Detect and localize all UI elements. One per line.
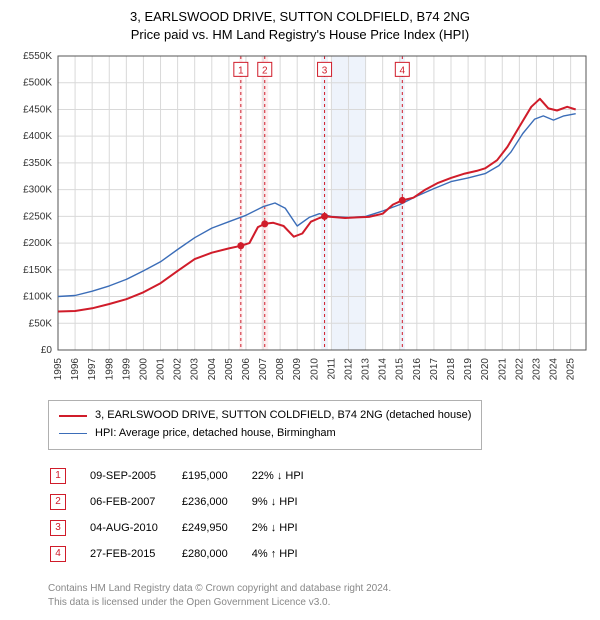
svg-text:1999: 1999 xyxy=(121,358,132,381)
svg-text:£200K: £200K xyxy=(23,238,52,249)
svg-text:2003: 2003 xyxy=(190,358,201,381)
svg-text:2005: 2005 xyxy=(224,358,235,381)
svg-text:2: 2 xyxy=(262,66,268,77)
legend-item-1: 3, EARLSWOOD DRIVE, SUTTON COLDFIELD, B7… xyxy=(59,407,471,425)
svg-text:£300K: £300K xyxy=(23,185,52,196)
sale-delta: 9% ↓ HPI xyxy=(252,490,326,514)
svg-text:2024: 2024 xyxy=(549,358,560,381)
svg-text:2021: 2021 xyxy=(497,358,508,381)
footer-line1: Contains HM Land Registry data © Crown c… xyxy=(48,582,592,596)
sale-date: 04-AUG-2010 xyxy=(90,516,180,540)
svg-text:2011: 2011 xyxy=(326,358,337,380)
svg-text:3: 3 xyxy=(322,66,328,77)
svg-text:2007: 2007 xyxy=(258,358,269,381)
svg-text:2019: 2019 xyxy=(463,358,474,381)
svg-text:2000: 2000 xyxy=(138,358,149,381)
svg-text:4: 4 xyxy=(400,66,406,77)
svg-text:1996: 1996 xyxy=(70,358,81,381)
legend-item-2: HPI: Average price, detached house, Birm… xyxy=(59,425,471,443)
svg-text:£50K: £50K xyxy=(29,319,53,330)
sales-table: 1 09-SEP-2005£195,00022% ↓ HPI 2 06-FEB-200… xyxy=(48,462,328,568)
footer-line2: This data is licensed under the Open Gov… xyxy=(48,596,592,610)
chart-title-line1: 3, EARLSWOOD DRIVE, SUTTON COLDFIELD, B7… xyxy=(8,8,592,26)
svg-text:£100K: £100K xyxy=(23,292,52,303)
svg-text:1: 1 xyxy=(238,66,244,77)
sale-price: £280,000 xyxy=(182,542,250,566)
svg-text:1997: 1997 xyxy=(87,358,98,381)
svg-text:2016: 2016 xyxy=(412,358,423,381)
sale-date: 09-SEP-2005 xyxy=(90,464,180,488)
legend-swatch-2 xyxy=(59,433,87,434)
table-row: 4 27-FEB-2015£280,0004% ↑ HPI xyxy=(50,542,326,566)
legend-label-2: HPI: Average price, detached house, Birm… xyxy=(95,425,336,443)
sale-delta: 2% ↓ HPI xyxy=(252,516,326,540)
table-row: 1 09-SEP-2005£195,00022% ↓ HPI xyxy=(50,464,326,488)
svg-text:2013: 2013 xyxy=(361,358,372,381)
svg-text:2020: 2020 xyxy=(480,358,491,381)
sale-date: 27-FEB-2015 xyxy=(90,542,180,566)
svg-text:2002: 2002 xyxy=(173,358,184,381)
svg-text:2025: 2025 xyxy=(566,358,577,381)
sale-price: £195,000 xyxy=(182,464,250,488)
svg-text:£450K: £450K xyxy=(23,105,52,116)
footer: Contains HM Land Registry data © Crown c… xyxy=(48,582,592,610)
price-chart: £0 £50K £100K £150K £200K £250K £300K £350K £400… xyxy=(8,50,592,390)
svg-text:1995: 1995 xyxy=(53,358,64,381)
svg-text:2012: 2012 xyxy=(343,358,354,381)
svg-text:2008: 2008 xyxy=(275,358,286,381)
sale-price: £236,000 xyxy=(182,490,250,514)
legend: 3, EARLSWOOD DRIVE, SUTTON COLDFIELD, B7… xyxy=(48,400,482,449)
svg-text:2014: 2014 xyxy=(378,358,389,381)
svg-text:£500K: £500K xyxy=(23,78,52,89)
sale-delta: 4% ↑ HPI xyxy=(252,542,326,566)
svg-text:1998: 1998 xyxy=(104,358,115,381)
svg-text:2023: 2023 xyxy=(531,358,542,381)
marker-box: 1 xyxy=(50,468,66,484)
svg-text:2010: 2010 xyxy=(309,358,320,381)
table-row: 3 04-AUG-2010£249,9502% ↓ HPI xyxy=(50,516,326,540)
table-row: 2 06-FEB-2007£236,0009% ↓ HPI xyxy=(50,490,326,514)
svg-text:2001: 2001 xyxy=(156,358,167,381)
marker-box: 4 xyxy=(50,546,66,562)
svg-text:£350K: £350K xyxy=(23,158,52,169)
sale-price: £249,950 xyxy=(182,516,250,540)
svg-text:2009: 2009 xyxy=(292,358,303,381)
marker-box: 3 xyxy=(50,520,66,536)
svg-text:2018: 2018 xyxy=(446,358,457,381)
sale-date: 06-FEB-2007 xyxy=(90,490,180,514)
svg-text:2004: 2004 xyxy=(207,358,218,381)
chart-title-line2: Price paid vs. HM Land Registry's House … xyxy=(8,26,592,44)
svg-text:2022: 2022 xyxy=(514,358,525,381)
svg-text:2017: 2017 xyxy=(429,358,440,381)
svg-text:£250K: £250K xyxy=(23,212,52,223)
svg-text:£0: £0 xyxy=(41,345,53,356)
legend-label-1: 3, EARLSWOOD DRIVE, SUTTON COLDFIELD, B7… xyxy=(95,407,471,425)
sale-delta: 22% ↓ HPI xyxy=(252,464,326,488)
svg-text:£550K: £550K xyxy=(23,51,52,62)
svg-text:2015: 2015 xyxy=(395,358,406,381)
svg-text:£150K: £150K xyxy=(23,265,52,276)
marker-box: 2 xyxy=(50,494,66,510)
svg-text:£400K: £400K xyxy=(23,132,52,143)
legend-swatch-1 xyxy=(59,415,87,417)
svg-text:2006: 2006 xyxy=(241,358,252,381)
